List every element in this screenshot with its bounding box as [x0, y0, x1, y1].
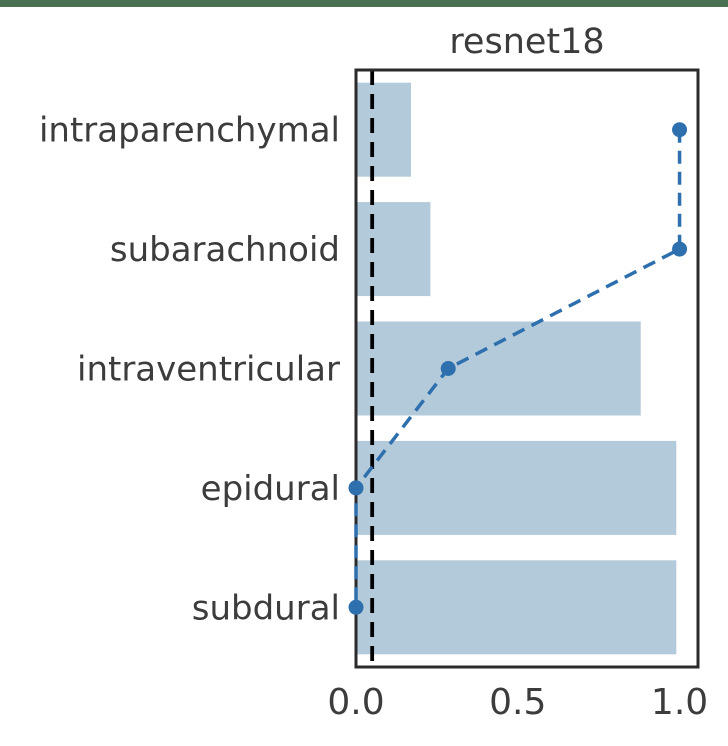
bar-subdural [356, 560, 677, 655]
x-tick-label-0.5: 0.5 [489, 682, 546, 723]
chart-title: resnet18 [449, 22, 605, 62]
marker-intraparenchymal [672, 122, 688, 138]
x-tick-label-1.0: 1.0 [651, 682, 708, 723]
marker-subdural [348, 599, 364, 615]
bar-subarachnoid [356, 202, 431, 297]
axes-frame [354, 68, 700, 669]
y-tick-label-subarachnoid: subarachnoid [110, 230, 340, 270]
marker-epidural [348, 480, 364, 496]
bar-epidural [356, 440, 677, 535]
y-tick-label-subdural: subdural [192, 588, 340, 628]
y-tick-label-epidural: epidural [201, 469, 340, 509]
marker-intraventricular [440, 361, 456, 376]
x-tick-label-0.0: 0.0 [327, 682, 384, 723]
marker-subarachnoid [672, 241, 688, 257]
y-tick-label-intraparenchymal: intraparenchymal [39, 111, 340, 151]
y-tick-label-intraventricular: intraventricular [77, 350, 340, 390]
bar-intraparenchymal [356, 82, 412, 177]
top-accent-bar [0, 0, 728, 7]
bar-intraventricular [356, 321, 641, 416]
